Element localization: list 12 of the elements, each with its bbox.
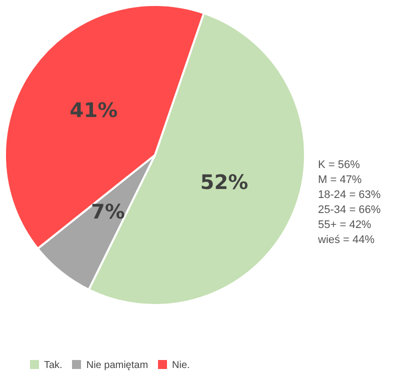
text: K = 56%	[318, 158, 361, 173]
text: 18-24 = 63%	[318, 188, 381, 203]
text: 55+ = 42%	[318, 218, 372, 233]
legend-label: Tak.	[43, 360, 62, 371]
text: M = 47%	[318, 173, 363, 188]
text: 25-34 = 66%	[318, 203, 381, 218]
data-label: 7%	[91, 200, 125, 224]
legend-label: Nie.	[171, 360, 190, 371]
data-label: 52%	[200, 170, 248, 194]
data-label: 41%	[70, 98, 118, 122]
text: wieś = 44%	[318, 233, 376, 248]
legend-label: Nie pamiętam	[85, 360, 148, 371]
